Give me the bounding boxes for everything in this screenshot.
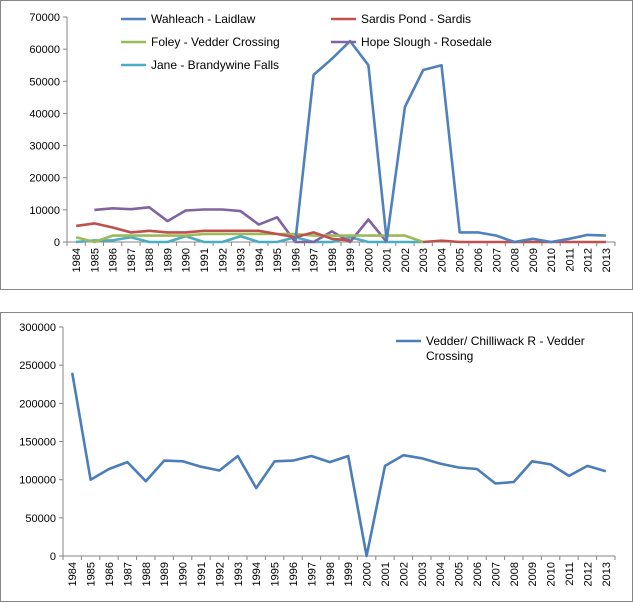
x-tick-label: 1985 xyxy=(89,248,101,272)
x-tick-label: 1984 xyxy=(71,248,83,272)
x-tick-label: 2004 xyxy=(436,248,448,272)
x-tick-label: 2004 xyxy=(435,562,447,586)
x-tick-label: 1988 xyxy=(144,248,156,272)
x-tick-label: 2010 xyxy=(546,562,558,586)
x-tick-label: 1990 xyxy=(181,248,193,272)
x-tick-label: 1989 xyxy=(159,562,171,586)
y-tick-label: 70000 xyxy=(29,12,60,24)
x-tick-label: 1995 xyxy=(272,248,284,272)
x-tick-label: 2006 xyxy=(472,562,484,586)
x-tick-label: 1997 xyxy=(309,248,321,272)
x-tick-label: 2006 xyxy=(473,248,485,272)
y-tick-label: 150000 xyxy=(19,437,56,449)
x-tick-label: 1986 xyxy=(104,562,116,586)
x-tick-label: 2002 xyxy=(400,248,412,272)
y-tick-label: 30000 xyxy=(29,141,60,153)
y-tick-label: 200000 xyxy=(19,398,56,410)
x-tick-label: 1991 xyxy=(196,562,208,586)
series-line-0 xyxy=(70,372,607,558)
x-tick-label: 1987 xyxy=(126,248,138,272)
y-tick-label: 40000 xyxy=(29,108,60,120)
x-tick-label: 1992 xyxy=(217,248,229,272)
x-tick-label: 2010 xyxy=(546,248,558,272)
x-tick-label: 2008 xyxy=(509,562,521,586)
x-tick-label: 1992 xyxy=(214,562,226,586)
legend-label: Crossing xyxy=(426,349,473,363)
x-tick-label: 1998 xyxy=(327,248,339,272)
line-chart-top: 0 10000 20000 30000 40000 50000 60000 70000 1984… xyxy=(29,12,616,272)
y-tick-label: 20000 xyxy=(29,173,60,185)
x-tick-label: 2001 xyxy=(382,248,394,272)
x-tick-label: 1999 xyxy=(343,562,355,586)
y-tick-label: 0 xyxy=(54,237,60,249)
x-tick-label: 2012 xyxy=(582,562,594,586)
y-tick-label: 0 xyxy=(50,551,56,563)
x-tick-label: 2001 xyxy=(380,562,392,586)
y-tick-label: 50000 xyxy=(25,513,56,525)
x-tick-label: 1990 xyxy=(178,562,190,586)
legend-label: Vedder/ Chilliwack R - Vedder xyxy=(426,334,585,348)
x-tick-label: 1996 xyxy=(290,248,302,272)
chart-panel-bottom: 0 50000 100000 150000 200000 250000 300000 1984… xyxy=(0,312,633,602)
x-tick-label: 2009 xyxy=(527,562,539,586)
y-tick-label: 10000 xyxy=(29,205,60,217)
series-line-0 xyxy=(294,39,606,244)
x-tick-label: 1985 xyxy=(86,562,98,586)
x-tick-label: 2008 xyxy=(510,248,522,272)
x-tick-label: 1994 xyxy=(254,248,266,272)
legend-label: Hope Slough - Rosedale xyxy=(361,35,492,49)
y-tick-label: 300000 xyxy=(19,322,56,334)
x-tick-label: 1989 xyxy=(162,248,174,272)
legend-label: Sardis Pond - Sardis xyxy=(361,12,471,26)
x-tick-label: 2005 xyxy=(454,562,466,586)
x-tick-label: 2009 xyxy=(528,248,540,272)
x-tick-label: 2003 xyxy=(417,562,429,586)
legend-label: Wahleach - Laidlaw xyxy=(151,12,256,26)
y-tick-label: 100000 xyxy=(19,475,56,487)
x-tick-label: 2013 xyxy=(601,562,613,586)
x-tick-label: 2007 xyxy=(490,562,502,586)
line-chart-bottom: 0 50000 100000 150000 200000 250000 300000 1984… xyxy=(19,322,616,586)
x-tick-label: 1993 xyxy=(236,248,248,272)
x-tick-label: 2007 xyxy=(491,248,503,272)
x-tick-label: 1988 xyxy=(141,562,153,586)
x-tick-label: 2003 xyxy=(418,248,430,272)
x-tick-label: 2012 xyxy=(583,248,595,272)
x-tick-label: 1987 xyxy=(122,562,134,586)
y-tick-label: 50000 xyxy=(29,76,60,88)
x-tick-label: 2013 xyxy=(601,248,613,272)
legend-label: Jane - Brandywine Falls xyxy=(151,58,279,72)
x-tick-label: 2002 xyxy=(398,562,410,586)
series-line-4 xyxy=(75,234,424,244)
x-tick-label: 1995 xyxy=(270,562,282,586)
x-tick-label: 1999 xyxy=(345,248,357,272)
x-tick-label: 2000 xyxy=(362,562,374,586)
series-line-2 xyxy=(75,232,424,244)
y-tick-label: 250000 xyxy=(19,360,56,372)
x-tick-label: 1996 xyxy=(288,562,300,586)
x-tick-label: 1994 xyxy=(251,562,263,586)
x-tick-label: 2005 xyxy=(455,248,467,272)
x-tick-label: 1993 xyxy=(233,562,245,586)
chart-panel-top: 0 10000 20000 30000 40000 50000 60000 70000 1984… xyxy=(0,0,633,290)
x-tick-label: 1986 xyxy=(108,248,120,272)
x-tick-label: 1998 xyxy=(325,562,337,586)
x-tick-label: 2011 xyxy=(564,562,576,586)
x-tick-label: 2000 xyxy=(363,248,375,272)
legend-label: Foley - Vedder Crossing xyxy=(151,35,280,49)
x-tick-label: 1991 xyxy=(199,248,211,272)
x-tick-label: 2011 xyxy=(564,248,576,272)
x-tick-label: 1997 xyxy=(306,562,318,586)
y-tick-label: 60000 xyxy=(29,44,60,56)
x-tick-label: 1984 xyxy=(67,562,79,586)
